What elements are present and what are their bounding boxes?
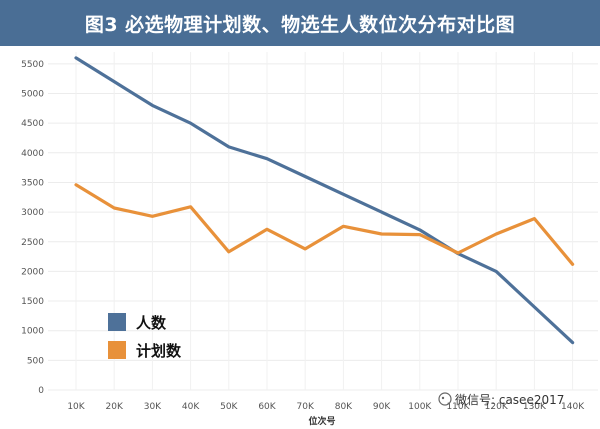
y-tick-label: 0 (38, 386, 44, 396)
y-tick-label: 1500 (21, 297, 44, 307)
y-tick-label: 4000 (21, 149, 44, 159)
legend-label-renshu: 人数 (136, 314, 167, 332)
x-tick-label: 100K (408, 402, 432, 412)
legend: 人数 计划数 (108, 313, 182, 360)
series-line-0 (74, 56, 575, 345)
x-tick-label: 50K (220, 402, 238, 412)
y-tick-label: 5000 (21, 90, 44, 100)
y-tick-label: 2500 (21, 238, 44, 248)
legend-swatch-jihuashu (108, 341, 126, 359)
x-tick-label: 90K (373, 402, 391, 412)
x-tick-label: 60K (258, 402, 276, 412)
watermark: 微信号: casee2017 (438, 392, 564, 407)
x-tick-label: 30K (144, 402, 162, 412)
x-tick-label: 70K (297, 402, 315, 412)
x-axis-ticks: 10K 20K 30K 40K 50K 60K 70K 80K 90K 100K 110K 120K 1… (67, 402, 585, 412)
legend-swatch-renshu (108, 313, 126, 331)
y-tick-label: 500 (27, 356, 44, 366)
x-axis-title: 位次号 (308, 415, 335, 427)
x-tick-label: 140K (561, 402, 585, 412)
y-tick-label: 3500 (21, 178, 44, 188)
wechat-icon-dot (441, 396, 445, 400)
wechat-icon (438, 392, 452, 406)
x-tick-label: 10K (67, 402, 85, 412)
y-tick-label: 4500 (21, 119, 44, 129)
x-tick-label: 40K (182, 402, 200, 412)
x-tick-label: 120K (485, 402, 509, 412)
series-line-1 (74, 183, 575, 266)
y-tick-label: 2000 (21, 267, 44, 277)
y-axis-ticks: 0 500 1000 1500 2000 2500 3000 3500 4000 4500 5000… (21, 60, 44, 396)
y-tick-label: 5500 (21, 60, 44, 70)
y-tick-label: 1000 (21, 327, 44, 337)
y-tick-label: 3000 (21, 208, 44, 218)
x-tick-label: 110K (446, 402, 470, 412)
x-tick-label: 130K (523, 402, 547, 412)
gridlines (48, 52, 598, 391)
series-lines (74, 56, 575, 345)
legend-label-jihuashu: 计划数 (136, 342, 182, 360)
x-tick-label: 80K (335, 402, 353, 412)
chart-title: 图3 必选物理计划数、物选生人数位次分布对比图 (0, 0, 600, 46)
x-tick-label: 20K (106, 402, 124, 412)
watermark-text: 微信号: casee2017 (455, 393, 564, 407)
